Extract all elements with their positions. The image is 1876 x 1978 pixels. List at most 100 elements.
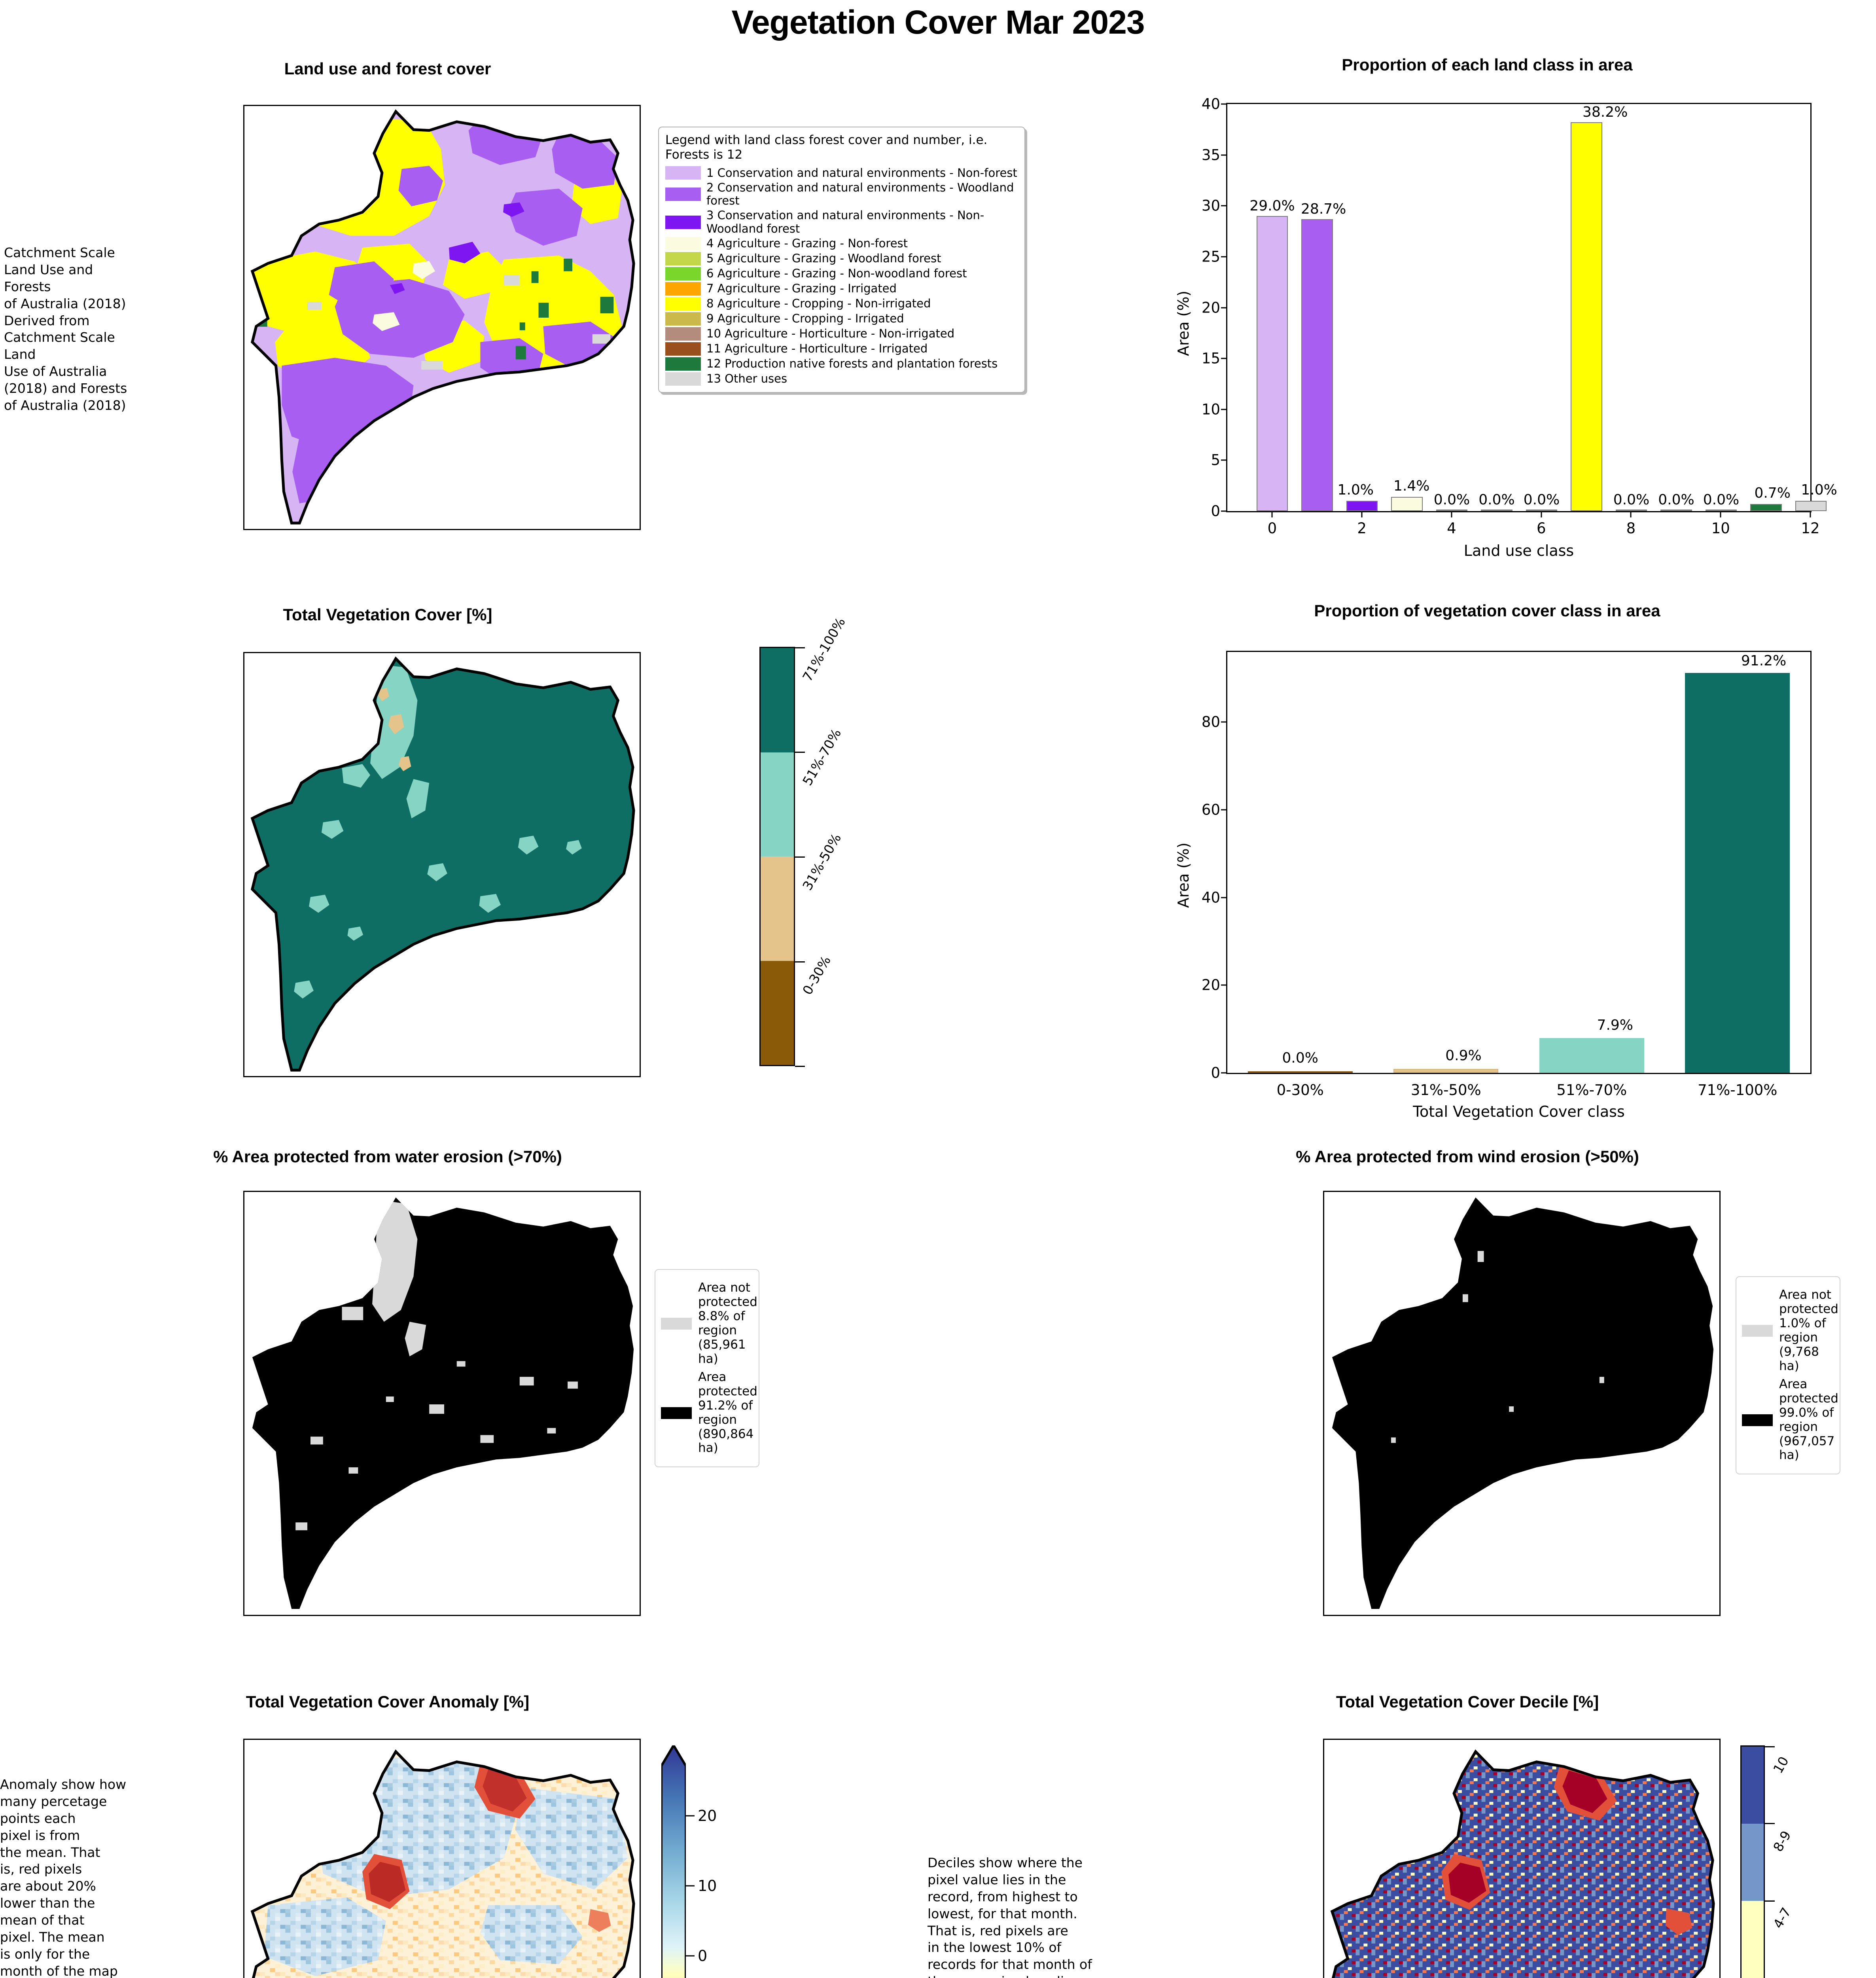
legend-item[interactable]: 4 Agriculture - Grazing - Non-forest (665, 237, 1018, 250)
bar-6[interactable] (1526, 510, 1558, 511)
legend-label-11: 11 Agriculture - Horticulture - Irrigate… (706, 342, 928, 356)
legend-item[interactable]: 1 Conservation and natural environments … (665, 166, 1018, 180)
unprotected-swatch (1742, 1324, 1773, 1337)
anomaly-note: Anomaly show how many percetage points e… (0, 1777, 127, 1978)
decile-tick-top (1765, 1746, 1775, 1747)
wind-erosion-map[interactable] (1323, 1191, 1721, 1616)
cbar-label-0-30: 0-30% (799, 953, 834, 998)
cbar-label-71-100: 71%-100% (799, 615, 848, 684)
veg-bar-1[interactable] (1393, 1069, 1499, 1073)
legend-item[interactable]: Area protected 91.2% of region (890,864 … (661, 1370, 757, 1456)
anomaly-colorbar[interactable] (661, 1745, 686, 1978)
water-erosion-map[interactable] (243, 1191, 641, 1616)
legend-swatch-3 (665, 215, 701, 229)
anomaly-colorbar-svg (661, 1745, 686, 1978)
land-use-map-title: Land use and forest cover (284, 59, 491, 78)
bar-9[interactable] (1660, 510, 1692, 511)
legend-label-5: 5 Agriculture - Grazing - Woodland fores… (706, 252, 941, 265)
wind-erosion-legend: Area not protected 1.0% of region (9,768… (1736, 1276, 1840, 1475)
bar-label-0: 29.0% (1249, 197, 1295, 214)
legend-swatch-13 (665, 372, 701, 386)
veg-bar-2[interactable] (1539, 1038, 1644, 1073)
legend-item[interactable]: 5 Agriculture - Grazing - Woodland fores… (665, 252, 1018, 265)
land-class-chart: Proportion of each land class in area 0 … (1131, 55, 1843, 578)
bar-5[interactable] (1481, 510, 1513, 511)
legend-item[interactable]: Area protected 99.0% of region (967,057 … (1742, 1377, 1838, 1463)
protected-label: Area protected 91.2% of region (890,864 … (698, 1370, 757, 1455)
unprotected-label: Area not protected 8.8% of region (85,96… (698, 1281, 757, 1366)
vy-80: 80 (1201, 713, 1220, 731)
veg-xtick-1: 31%-50% (1410, 1082, 1481, 1099)
land-use-map[interactable] (243, 105, 641, 530)
decile-tick-1 (1765, 1823, 1775, 1824)
cbar-band-31-50 (761, 856, 794, 961)
legend-item[interactable]: 3 Conservation and natural environments … (665, 209, 1018, 235)
bar-12[interactable] (1795, 501, 1827, 511)
legend-item[interactable]: 8 Agriculture - Cropping - Non-irrigated (665, 297, 1018, 311)
legend-item[interactable]: 12 Production native forests and plantat… (665, 357, 1018, 371)
vy-60: 60 (1201, 801, 1220, 818)
bar-label-6: 0.0% (1523, 491, 1560, 508)
land-use-map-svg (250, 109, 635, 525)
bar-2[interactable] (1346, 501, 1378, 511)
decile-map[interactable] (1323, 1739, 1721, 1978)
unprotected-swatch (661, 1317, 692, 1330)
protected-label: Area protected 99.0% of region (967,057 … (1779, 1377, 1838, 1463)
legend-item[interactable]: 11 Agriculture - Horticulture - Irrigate… (665, 342, 1018, 356)
legend-item[interactable]: 9 Agriculture - Cropping - Irrigated (665, 312, 1018, 326)
water-erosion-legend: Area not protected 8.8% of region (85,96… (655, 1269, 759, 1468)
legend-label-1: 1 Conservation and natural environments … (706, 166, 1017, 180)
legend-swatch-4 (665, 237, 701, 250)
vy-0: 0 (1211, 1064, 1220, 1082)
legend-item[interactable]: 13 Other uses (665, 372, 1018, 386)
veg-cover-chart-title: Proportion of vegetation cover class in … (1314, 601, 1660, 620)
veg-xtick-3: 71%-100% (1698, 1082, 1778, 1099)
anomaly-map-svg (250, 1749, 635, 1978)
land-use-legend-title: Legend with land class forest cover and … (665, 133, 988, 162)
unprotected-label: Area not protected 1.0% of region (9,768… (1779, 1288, 1838, 1373)
land-class-chart-title: Proportion of each land class in area (1342, 55, 1633, 74)
protected-swatch (661, 1407, 692, 1419)
legend-item[interactable]: 6 Agriculture - Grazing - Non-woodland f… (665, 267, 1018, 280)
bar-4[interactable] (1436, 510, 1468, 511)
veg-cover-colorbar[interactable] (759, 647, 795, 1066)
bar-label-8: 0.0% (1613, 491, 1650, 508)
cbar-tick-2 (795, 856, 805, 858)
veg-cover-plot-area: 0 20 40 60 80 0.0% 0.9% 7.9% 91.2% 0-30%… (1202, 651, 1812, 1099)
bar-8[interactable] (1615, 510, 1647, 511)
cbar-band-51-70 (761, 752, 794, 856)
anomaly-map[interactable] (243, 1739, 641, 1978)
land-use-source-note: Catchment Scale Land Use and Forests of … (4, 245, 127, 413)
decile-colorbar[interactable] (1740, 1745, 1765, 1978)
veg-cover-map[interactable] (243, 652, 641, 1077)
legend-label-4: 4 Agriculture - Grazing - Non-forest (706, 237, 908, 250)
bar-label-11: 0.7% (1754, 485, 1791, 502)
veg-xtick-2: 51%-70% (1556, 1082, 1627, 1099)
bar-11[interactable] (1750, 504, 1782, 511)
legend-label-3: 3 Conservation and natural environments … (706, 208, 984, 235)
bar-7[interactable] (1571, 122, 1602, 511)
legend-item[interactable]: Area not protected 8.8% of region (85,96… (661, 1281, 757, 1366)
decile-label-4-7: 4-7 (1770, 1905, 1794, 1931)
decile-label-8-9: 8-9 (1770, 1828, 1794, 1855)
bar-10[interactable] (1705, 510, 1737, 511)
land-class-plot-area: 0 5 10 15 20 25 30 35 40 0 2 4 6 8 10 12 (1202, 96, 1837, 537)
cbar-tick-bot (795, 1066, 805, 1067)
bar-1[interactable] (1301, 219, 1333, 511)
legend-item[interactable]: 2 Conservation and natural environments … (665, 181, 1018, 207)
legend-item[interactable]: 10 Agriculture - Horticulture - Non-irri… (665, 327, 1018, 341)
veg-bar-3[interactable] (1685, 673, 1790, 1073)
water-erosion-map-svg (252, 1197, 634, 1609)
legend-label-2: 2 Conservation and natural environments … (706, 181, 1014, 208)
bar-label-12: 1.0% (1801, 482, 1837, 498)
legend-label-7: 7 Agriculture - Grazing - Irrigated (706, 282, 897, 296)
veg-cover-chart: Proportion of vegetation cover class in … (1131, 601, 1843, 1131)
land-class-yaxis-label: Area (%) (1175, 290, 1192, 356)
bar-3[interactable] (1391, 497, 1423, 511)
xtick-2: 2 (1357, 520, 1367, 537)
bar-label-10: 0.0% (1703, 491, 1740, 508)
legend-item[interactable]: 7 Agriculture - Grazing - Irrigated (665, 282, 1018, 296)
veg-bar-0[interactable] (1248, 1071, 1353, 1073)
legend-item[interactable]: Area not protected 1.0% of region (9,768… (1742, 1288, 1838, 1374)
bar-0[interactable] (1256, 216, 1288, 511)
